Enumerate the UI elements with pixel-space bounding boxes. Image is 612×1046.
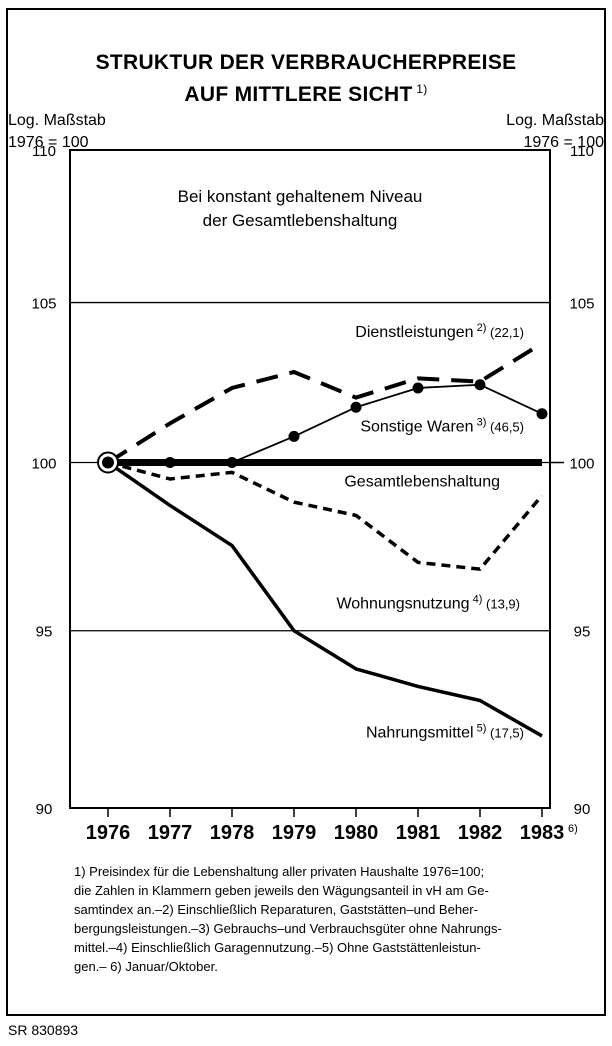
line-chart: 90 90 95 95 100 100 105 105 110 110 1976 1977 1978 19… [0, 0, 612, 860]
series-label-name: Sonstige Waren [360, 418, 473, 435]
series-label-weight: (17,5) [486, 726, 524, 741]
footnote-line: mittel.–4) Einschließlich Garagennutzung… [74, 938, 574, 957]
chart-note-line1: Bei konstant gehaltenem Niveau [178, 187, 423, 206]
data-point-sonstige-waren [351, 402, 362, 413]
data-point-sonstige-waren [289, 431, 300, 442]
origin-marker-inner [102, 457, 114, 469]
data-point-sonstige-waren [537, 408, 548, 419]
series-label-nahrungsmittel: Nahrungsmittel 5) (17,5) [366, 723, 524, 742]
y-tick-label-right: 100 [569, 456, 594, 473]
x-tick-label: 1978 [210, 822, 255, 844]
series-label-weight: (46,5) [486, 419, 524, 434]
data-point-sonstige-waren [165, 457, 176, 468]
series-label-footnote: 2) [474, 322, 487, 334]
y-tick-label-right: 90 [574, 801, 591, 818]
x-tick-label: 1979 [272, 822, 317, 844]
series-label-name: Nahrungsmittel [366, 725, 474, 742]
series-label-gesamtlebenshaltung: Gesamtlebenshaltung [344, 474, 500, 491]
source-code: SR 830893 [8, 1022, 78, 1038]
series-label-footnote: 4) [470, 594, 483, 606]
footnote-line: gen.– 6) Januar/Oktober. [74, 957, 574, 976]
y-tick-label-left: 100 [31, 456, 56, 473]
y-tick-label-right: 105 [569, 296, 594, 313]
series-line-dienstleistungen [108, 343, 542, 462]
footnote-line: samtindex an.–2) Einschließlich Reparatu… [74, 900, 574, 919]
series-label-weight: (13,9) [482, 597, 520, 612]
x-tick-label: 1977 [148, 822, 193, 844]
x-tick-label: 1976 [86, 822, 131, 844]
x-tick-footnote: 6) [568, 823, 578, 835]
x-tick-label: 1980 [334, 822, 379, 844]
series-label-wohnungsnutzung: Wohnungsnutzung 4) (13,9) [336, 594, 520, 613]
footnote-line: bergungsleistungen.–3) Gebrauchs–und Ver… [74, 919, 574, 938]
series-label-dienstleistungen: Dienstleistungen 2) (22,1) [355, 322, 524, 341]
chart-note-line2: der Gesamtlebenshaltung [203, 211, 398, 230]
y-tick-label-right: 95 [574, 624, 591, 641]
data-point-sonstige-waren [227, 457, 238, 468]
series-label-name: Dienstleistungen [355, 324, 473, 341]
y-tick-label-left: 90 [36, 801, 53, 818]
series-label-footnote: 5) [474, 723, 487, 735]
footnotes-block: 1) Preisindex für die Lebenshaltung alle… [74, 862, 574, 976]
footnote-line: die Zahlen in Klammern geben jeweils den… [74, 881, 574, 900]
series-label-name: Wohnungsnutzung [336, 596, 469, 613]
series-label-weight: (22,1) [486, 325, 524, 340]
data-point-sonstige-waren [475, 379, 486, 390]
y-tick-label-right: 110 [570, 143, 594, 160]
y-tick-label-left: 110 [32, 143, 56, 160]
footnote-line: 1) Preisindex für die Lebenshaltung alle… [74, 862, 574, 881]
x-tick-label: 1983 [520, 822, 565, 844]
series-label-name: Gesamtlebenshaltung [344, 474, 500, 491]
x-tick-label: 1982 [458, 822, 503, 844]
series-label-sonstige waren: Sonstige Waren 3) (46,5) [360, 416, 524, 435]
data-point-sonstige-waren [413, 382, 424, 393]
series-label-footnote: 3) [474, 416, 487, 428]
x-tick-label: 1981 [396, 822, 441, 844]
y-tick-label-left: 105 [31, 296, 56, 313]
y-tick-label-left: 95 [36, 624, 53, 641]
